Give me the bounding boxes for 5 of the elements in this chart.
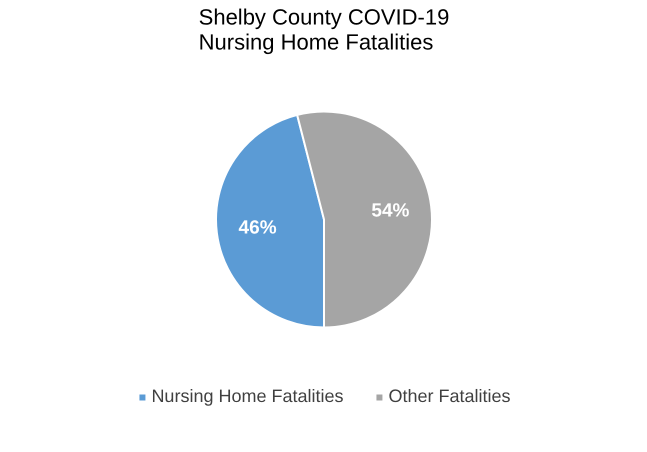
data-label: 54% xyxy=(371,200,410,222)
data-label: 46% xyxy=(238,217,277,238)
legend-label: Nursing Home Fatalities xyxy=(151,386,344,407)
legend-label: Other Fatalities xyxy=(388,386,511,407)
chart-title: Shelby County COVID-19 Nursing Home Fatalities xyxy=(198,4,450,54)
